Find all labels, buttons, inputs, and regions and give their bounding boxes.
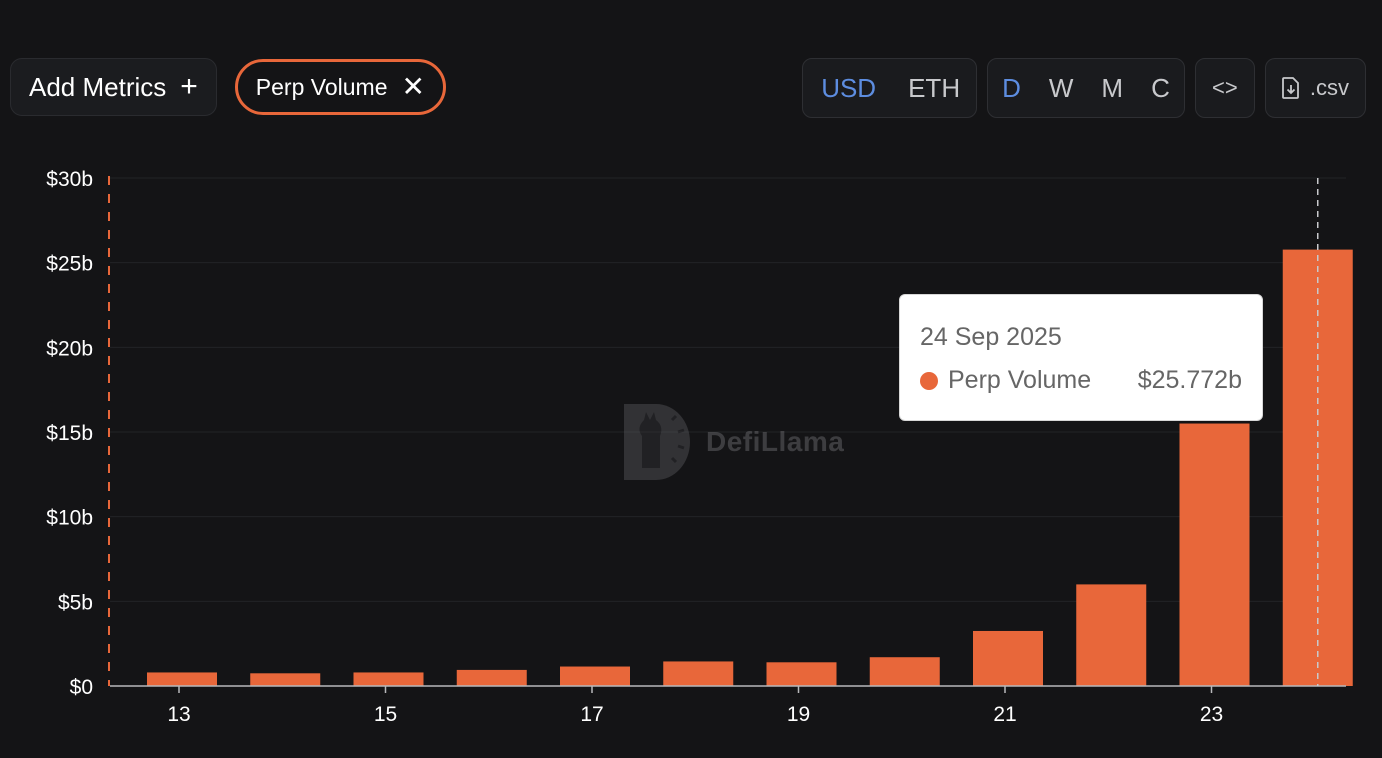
toolbar-left: Add Metrics + Perp Volume ✕ [10,58,446,116]
x-tick-label: 15 [374,703,397,726]
denomination-option-usd[interactable]: USD [821,72,877,103]
file-download-icon [1281,77,1299,99]
x-tick-label: 21 [993,703,1016,726]
x-tick-label: 17 [580,703,603,726]
y-tick-label: $20b [46,337,93,360]
toolbar-right: USD ETH D W M C <> .csv [802,58,1366,118]
y-tick-label: $0 [70,676,93,699]
period-option-m[interactable]: M [1101,72,1124,103]
tooltip-value: $25.772b [1137,366,1242,394]
bar [456,669,527,686]
denomination-option-eth[interactable]: ETH [908,72,961,103]
download-csv-label: .csv [1309,75,1349,100]
y-tick-label: $15b [46,422,93,445]
y-tick-label: $5b [58,591,93,614]
period-option-c[interactable]: C [1151,72,1170,103]
add-metrics-button[interactable]: Add Metrics + [10,58,217,116]
bar [663,661,734,686]
period-toggle: D W M C [987,58,1185,118]
metric-chip-label: Perp Volume [255,73,388,100]
add-metrics-label: Add Metrics [29,71,167,102]
metric-chip-perp-volume[interactable]: Perp Volume ✕ [234,59,446,115]
tooltip-series-name: Perp Volume [948,366,1092,394]
tooltip-date: 24 Sep 2025 [920,323,1062,351]
x-tick-label: 19 [787,703,810,726]
plus-icon: + [180,70,198,103]
series-color-dot [920,371,938,390]
period-option-d[interactable]: D [1002,72,1021,103]
watermark: DefiLlama [620,402,844,482]
bar [353,672,424,686]
bar [560,666,630,686]
bar [766,662,837,686]
y-tick-label: $30b [46,168,93,191]
close-icon[interactable]: ✕ [401,71,425,102]
chart-tooltip: 24 Sep 2025 Perp Volume $25.772b [899,294,1263,421]
llama-logo-icon [624,404,690,480]
x-axis: 13 15 17 19 21 23 [110,685,1346,726]
bar [147,672,217,686]
download-csv-button[interactable]: .csv [1264,58,1366,118]
embed-button[interactable]: <> [1194,58,1255,118]
watermark-text: DefiLlama [706,426,845,457]
bar [869,657,940,686]
period-option-w[interactable]: W [1048,72,1074,103]
x-tick-label: 13 [167,703,190,726]
y-tick-label: $10b [46,507,93,530]
y-tick-label: $25b [46,253,93,276]
code-icon: <> [1212,75,1238,100]
bar [973,630,1043,686]
bar [1179,423,1250,686]
denomination-toggle: USD ETH [802,58,978,118]
tooltip-row: Perp Volume $25.772b [920,366,1242,395]
bar [250,673,321,686]
bar [1076,584,1147,686]
y-axis-labels: $0 $5b $10b $15b $20b $25b $30b [46,168,93,699]
x-tick-label: 23 [1200,703,1223,726]
